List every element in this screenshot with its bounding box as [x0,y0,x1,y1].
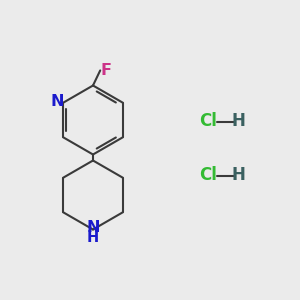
Text: F: F [101,63,112,78]
Text: Cl: Cl [200,112,217,130]
Text: H: H [232,167,245,184]
Text: Cl: Cl [200,167,217,184]
Text: N: N [50,94,64,109]
Text: N: N [86,220,100,236]
Text: H: H [87,230,99,244]
Text: H: H [232,112,245,130]
